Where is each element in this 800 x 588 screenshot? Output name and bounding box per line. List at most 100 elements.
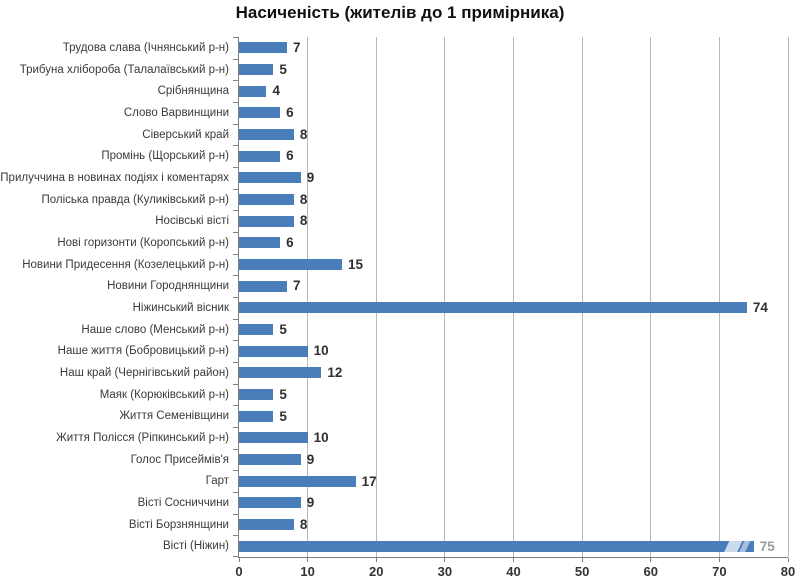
category-label: Новини Городнянщини: [107, 280, 229, 293]
bar: [239, 42, 288, 54]
bar-row: 7: [239, 37, 788, 59]
bar-value-label: 9: [306, 170, 315, 186]
category-axis-tick: [233, 448, 238, 450]
x-axis-tick-label: 40: [506, 564, 521, 579]
bar-value-label: 8: [299, 516, 308, 532]
gridline: [718, 37, 720, 557]
category-label: Вісті (Ніжин): [163, 540, 229, 553]
bar: [239, 215, 294, 227]
category-label: Поліська правда (Куликівський р-н): [41, 193, 229, 206]
bar: [239, 194, 294, 206]
bar: [239, 345, 308, 357]
bar-value-label: 4: [272, 83, 280, 99]
bar-value-label: 5: [279, 408, 287, 424]
bar: [239, 540, 754, 552]
bar-value-label: 12: [327, 365, 343, 381]
category-label: Новини Придесення (Козелецький р-н): [22, 258, 229, 271]
category-axis-tick: [233, 405, 238, 407]
bar-value-label: 8: [299, 191, 308, 207]
bar: [239, 237, 281, 249]
category-label: Срібнянщина: [157, 85, 229, 98]
bar-row: 8: [239, 189, 788, 211]
bar-row: 74: [239, 297, 788, 319]
category-label: Гарт: [205, 475, 229, 488]
x-axis-tick: [307, 558, 309, 562]
category-label: Наше життя (Бобровицький р-н): [57, 345, 229, 358]
bar: [239, 497, 301, 509]
category-label: Вісті Борзнянщини: [128, 518, 229, 531]
bar-value-label: 9: [306, 451, 315, 467]
x-axis-tick-label: 0: [235, 564, 243, 579]
category-label: Наш край (Чернігівський район): [59, 366, 229, 379]
category-axis-tick: [233, 232, 238, 233]
bar: [239, 389, 274, 401]
category-label: Життя Полісся (Ріпкинський р-н): [56, 431, 229, 444]
category-label: Слово Варвинщини: [123, 106, 229, 119]
bar-value-label: 6: [286, 235, 294, 251]
bar-row: 15: [239, 254, 788, 276]
category-label: Маяк (Корюківський р-н): [99, 388, 229, 401]
bar-row: 5: [239, 319, 788, 341]
gridline: [650, 37, 652, 557]
bar-value-label: 5: [279, 386, 287, 402]
gridline: [581, 37, 583, 557]
bar-value-label: 75: [759, 538, 775, 554]
gridline: [444, 37, 446, 557]
bar-row: 6: [239, 232, 788, 254]
bar-row: 10: [239, 427, 788, 449]
bar: [239, 432, 308, 444]
bar-row: 8: [239, 124, 788, 146]
category-axis-tick: [233, 102, 238, 103]
category-axis-tick: [233, 297, 238, 298]
bar: [239, 519, 294, 531]
bar: [239, 324, 274, 336]
bar-value-label: 7: [293, 40, 301, 56]
category-axis-tick: [233, 556, 238, 557]
category-axis-tick: [233, 210, 238, 212]
category-label: Вісті Сосниччини: [137, 496, 229, 509]
bar-value-label: 15: [347, 256, 363, 272]
category-label: Трудова слава (Ічнянський р-н): [62, 41, 229, 54]
category-axis-tick: [233, 275, 238, 277]
category-axis-tick: [233, 145, 238, 147]
x-axis-tick-label: 60: [643, 564, 658, 579]
category-label: Життя Семенівщини: [119, 410, 229, 423]
category-axis-tick: [233, 535, 238, 537]
category-axis-tick: [233, 80, 238, 82]
bar-value-label: 5: [279, 61, 287, 77]
bar-value-label: 7: [293, 278, 301, 294]
x-axis-tick-label: 20: [369, 564, 384, 579]
bar-value-label: 17: [361, 473, 377, 489]
bar: [239, 302, 747, 314]
bar: [239, 129, 294, 141]
category-label: Носівські вісті: [155, 215, 229, 228]
category-label: Голос Присеймів'я: [130, 453, 229, 466]
plot-area: 7 5 4 6 8 6 9 8 8 6 15 7 74 5 10 12 5 5 10 9 17 9 8 75: [239, 37, 789, 558]
x-axis-tick: [650, 558, 652, 562]
gridline: [375, 37, 377, 557]
category-axis-tick: [233, 340, 238, 342]
x-axis-tick: [238, 558, 240, 562]
bar: [239, 172, 301, 184]
gridline: [307, 37, 309, 557]
category-axis-labels: Трудова слава (Ічнянський р-н) Трибуна хл…: [0, 37, 231, 557]
bar-row: 7: [239, 275, 788, 297]
bar-value-label: 6: [286, 148, 294, 164]
bar-value-label: 10: [313, 343, 329, 359]
x-axis-tick: [581, 558, 583, 562]
category-axis-tick: [233, 167, 238, 168]
x-axis-tick: [718, 558, 720, 562]
bar-value-label: 9: [306, 495, 315, 511]
x-axis-tick-label: 10: [300, 564, 315, 579]
bar-value-label: 8: [299, 126, 308, 142]
bar-row: 75: [239, 535, 788, 557]
category-axis-line: [238, 37, 239, 558]
bar-row: 5: [239, 59, 788, 81]
x-axis-tick: [375, 558, 377, 562]
x-axis: 0 10 20 30 40 50 60 70 80: [235, 558, 795, 586]
bar-value-label: 5: [279, 321, 287, 337]
bar-row: 12: [239, 362, 788, 384]
bar-value-label: 74: [752, 300, 768, 316]
gridline: [513, 37, 514, 557]
